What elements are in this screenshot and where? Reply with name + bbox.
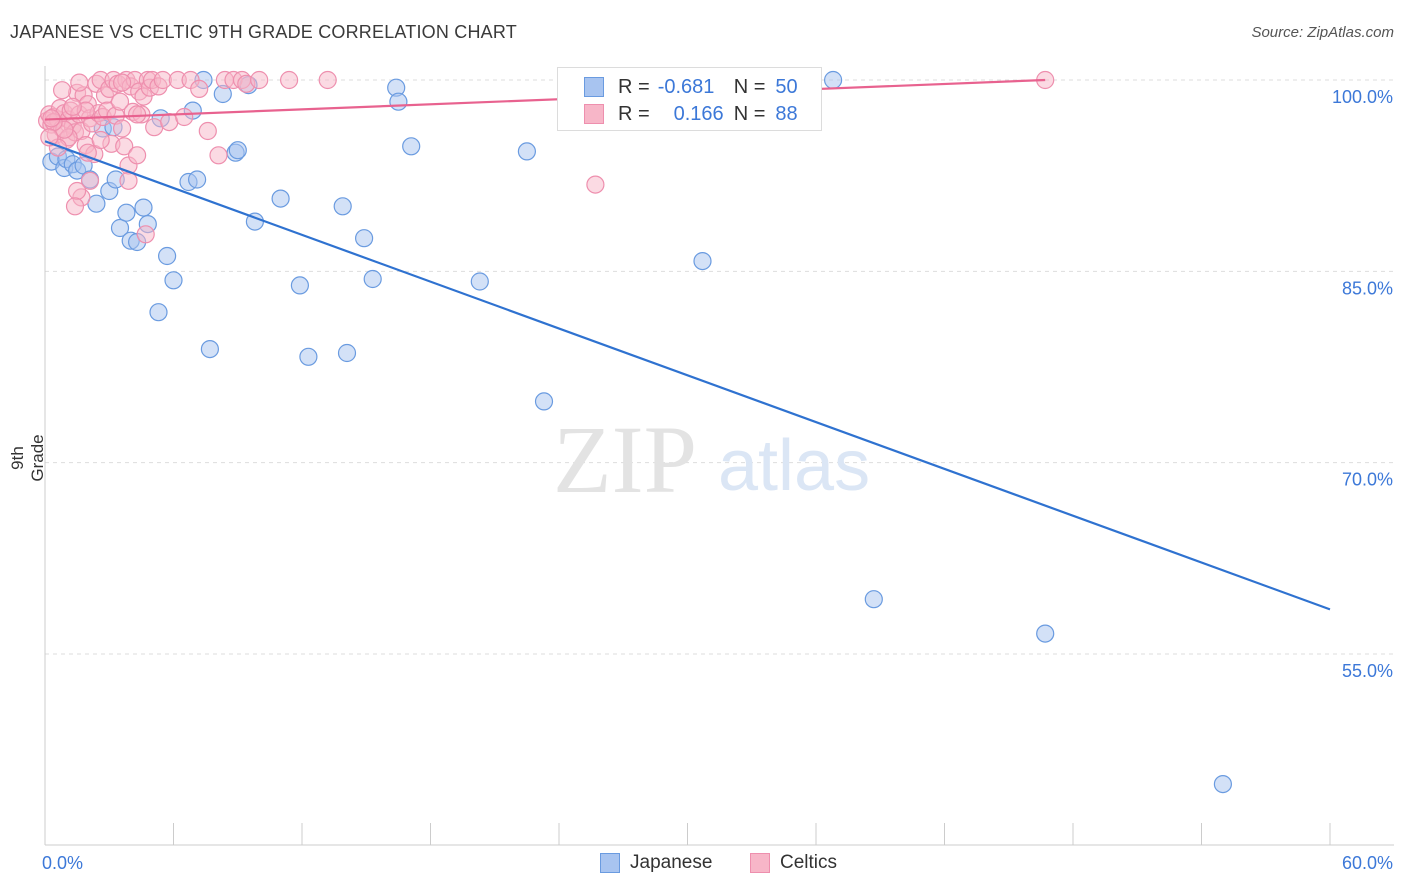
- chart-title: JAPANESE VS CELTIC 9TH GRADE CORRELATION…: [10, 22, 517, 42]
- correlation-box: R = -0.681 N = 50 R = 0.166 N = 88: [557, 67, 822, 131]
- japanese-point-19: [149, 303, 168, 322]
- legend-item-celtics[interactable]: Celtics: [750, 852, 837, 874]
- celtics-point-67: [586, 175, 605, 194]
- celtics-point-83: [52, 81, 72, 100]
- japanese-point-33: [271, 189, 290, 208]
- japanese-point-45: [534, 392, 554, 411]
- celtics-point-59: [209, 146, 228, 165]
- celtics-point-57: [190, 79, 209, 99]
- y-tick-label-1: 85.0%: [1342, 278, 1393, 298]
- celtics-point-78: [67, 181, 87, 201]
- japanese-point-36: [333, 197, 352, 216]
- japanese-point-35: [299, 347, 318, 366]
- axes: [44, 66, 1394, 846]
- japanese-point-38: [355, 229, 374, 248]
- n-label: N =: [733, 102, 766, 125]
- japanese-point-30: [228, 141, 247, 160]
- n-value: 50: [775, 75, 798, 98]
- celtics-point-58: [198, 121, 217, 141]
- legend-swatch-celtics: [750, 853, 770, 873]
- x-tick-label-max: 60.0%: [1342, 853, 1393, 873]
- japanese-swatch: [584, 77, 604, 97]
- legend-item-japanese[interactable]: Japanese: [600, 852, 712, 874]
- japanese-point-48: [864, 590, 883, 609]
- japanese-point-25: [188, 170, 207, 189]
- celtics-point-55: [175, 107, 194, 127]
- celtics-point-79: [65, 197, 85, 216]
- celtics-point-46: [136, 225, 155, 244]
- japanese-point-47: [823, 70, 843, 90]
- celtics-point-77: [70, 73, 89, 92]
- celtics-points: [37, 70, 1055, 244]
- japanese-point-41: [389, 92, 408, 111]
- celtics-trend-line: [44, 78, 1046, 121]
- n-value: 88: [775, 102, 798, 125]
- japanese-point-43: [470, 272, 489, 291]
- celtics-point-69: [91, 130, 110, 150]
- japanese-point-50: [1213, 774, 1233, 794]
- y-tick-label-3: 55.0%: [1342, 661, 1393, 681]
- celtics-point-34: [110, 92, 130, 111]
- japanese-point-14: [117, 203, 136, 222]
- japanese-point-37: [337, 343, 357, 363]
- r-label: R =: [618, 102, 650, 125]
- japanese-point-34: [290, 276, 309, 295]
- japanese-point-13: [110, 218, 130, 238]
- grid-lines: [45, 79, 1394, 655]
- japanese-point-49: [1036, 624, 1055, 643]
- japanese-point-42: [402, 137, 421, 156]
- celtics-point-80: [63, 97, 82, 116]
- japanese-point-27: [200, 340, 219, 359]
- celtics-point-72: [112, 73, 132, 92]
- legend: Japanese Celtics: [0, 852, 1406, 878]
- r-label: R =: [618, 75, 650, 98]
- celtics-point-35: [112, 119, 132, 138]
- celtics-point-42: [128, 146, 147, 165]
- legend-label-celtics: Celtics: [780, 852, 838, 873]
- corr-row-celtics: R = 0.166 N = 88: [558, 101, 798, 127]
- watermark: ZIP atlas: [553, 406, 870, 513]
- r-value: -0.681: [657, 75, 715, 98]
- legend-label-japanese: Japanese: [630, 852, 713, 873]
- japanese-point-21: [158, 246, 177, 266]
- celtics-swatch: [584, 104, 604, 124]
- celtics-point-73: [128, 105, 147, 124]
- japanese-trend-line: [44, 140, 1331, 611]
- corr-row-japanese: R = -0.681 N = 50: [558, 74, 798, 100]
- celtics-point-65: [280, 70, 299, 90]
- japanese-point-39: [363, 269, 382, 289]
- celtics-point-36: [115, 137, 134, 156]
- watermark-zip: ZIP: [553, 406, 697, 513]
- source-label: Source: ZipAtlas.com: [1251, 24, 1394, 41]
- trend-lines: [44, 78, 1331, 611]
- watermark-atlas: atlas: [718, 426, 870, 506]
- japanese-point-46: [693, 252, 712, 271]
- x-tick-label-min: 0.0%: [42, 853, 83, 873]
- y-tick-label-0: 100.0%: [1332, 87, 1393, 107]
- r-value: 0.166: [673, 102, 724, 125]
- celtics-point-66: [318, 70, 337, 90]
- n-label: N =: [733, 75, 766, 98]
- legend-swatch-japanese: [600, 853, 620, 873]
- tick-labels: 100.0% 85.0% 70.0% 55.0% 0.0% 60.0%: [42, 87, 1393, 873]
- celtics-point-64: [250, 70, 269, 90]
- japanese-point-44: [517, 142, 537, 161]
- celtics-point-71: [80, 171, 100, 190]
- japanese-point-17: [134, 198, 153, 217]
- japanese-point-22: [164, 271, 183, 290]
- y-tick-label-2: 70.0%: [1342, 470, 1393, 490]
